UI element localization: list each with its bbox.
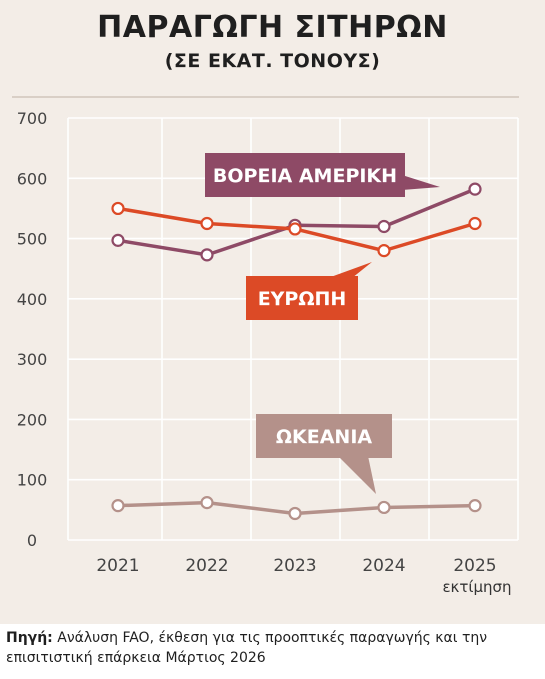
- data-point: [377, 244, 391, 258]
- y-axis-ticks: 0 100 200 300 400 500 600 700: [17, 109, 48, 550]
- callout-pointer: [402, 175, 440, 190]
- data-point: [200, 248, 214, 262]
- y-tick-label: 0: [27, 531, 37, 550]
- y-tick-label: 700: [17, 109, 48, 128]
- y-tick-label: 300: [17, 350, 48, 369]
- data-point: [468, 216, 482, 231]
- data-point: [111, 499, 125, 513]
- callout-box: [205, 153, 405, 197]
- y-tick-label: 100: [17, 471, 48, 490]
- y-tick-label: 500: [17, 230, 48, 249]
- series-label: ΒΟΡΕΙΑ ΑΜΕΡΙΚΗ: [213, 165, 397, 187]
- series-labels: ΒΟΡΕΙΑ ΑΜΕΡΙΚΗ ΕΥΡΩΠΗ ΩΚΕΑΝΙΑ: [205, 153, 440, 494]
- chart-title: ΠΑΡΑΓΩΓΗ ΣΙΤΗΡΩΝ: [97, 10, 448, 45]
- series-lines: [111, 182, 482, 521]
- source-label: Πηγή:: [6, 630, 53, 646]
- data-point: [468, 182, 482, 196]
- grid: [67, 117, 519, 541]
- y-tick-label: 200: [17, 410, 48, 429]
- x-tick-note: εκτίμηση: [442, 578, 511, 596]
- chart-panel: ΠΑΡΑΓΩΓΗ ΣΙΤΗΡΩΝ (ΣΕ ΕΚΑΤ. ΤΟΝΟΥΣ) 0 100 2…: [0, 0, 545, 624]
- series-label: ΩΚΕΑΝΙΑ: [276, 426, 373, 448]
- chart-subtitle: (ΣΕ ΕΚΑΤ. ΤΟΝΟΥΣ): [164, 50, 381, 72]
- data-point: [288, 506, 302, 521]
- data-point: [468, 499, 482, 513]
- data-point: [377, 219, 391, 234]
- x-tick-label: 2021: [96, 556, 139, 576]
- source-note: Πηγή: Ανάλυση FAO, έκθεση για τις προοπτ…: [6, 628, 542, 668]
- data-point: [288, 222, 302, 236]
- callout-pointer: [328, 262, 372, 278]
- data-point: [111, 233, 125, 247]
- x-tick-label: 2022: [185, 556, 228, 576]
- x-axis-ticks: 2021 2022 2023 2024 2025 εκτίμηση: [96, 556, 511, 596]
- data-point: [377, 500, 391, 515]
- source-text: Ανάλυση FAO, έκθεση για τις προοπτικές π…: [6, 630, 488, 666]
- callout-box: [246, 276, 358, 320]
- data-point: [111, 201, 125, 216]
- title-divider: [12, 96, 519, 98]
- callout-box: [256, 414, 392, 458]
- data-point: [200, 496, 214, 510]
- y-tick-label: 600: [17, 169, 48, 188]
- callout-pointer: [338, 456, 376, 494]
- series-label: ΕΥΡΩΠΗ: [258, 288, 347, 310]
- x-tick-label: 2023: [273, 556, 316, 576]
- x-tick-label: 2025: [453, 556, 496, 576]
- x-tick-label: 2024: [362, 556, 405, 576]
- y-tick-label: 400: [17, 290, 48, 309]
- data-point: [200, 216, 214, 231]
